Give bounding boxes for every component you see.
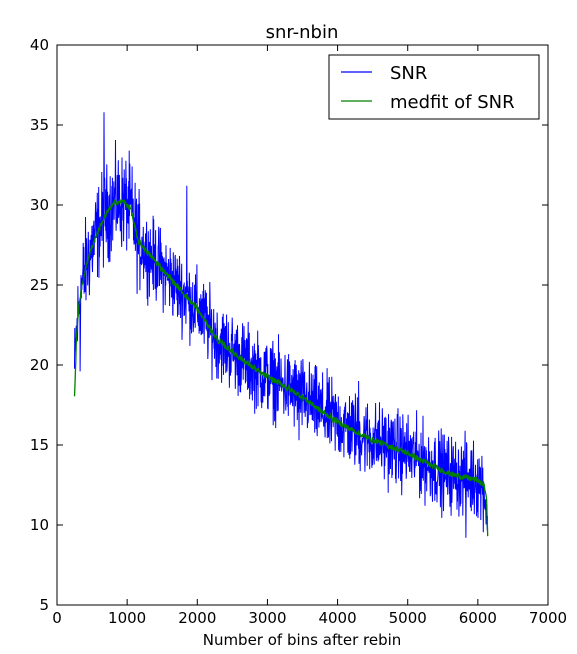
y-tick-label: 10 bbox=[30, 516, 49, 534]
x-axis-label: Number of bins after rebin bbox=[203, 631, 402, 649]
x-tick-label: 1000 bbox=[108, 609, 146, 627]
legend-label-medfit: medfit of SNR bbox=[390, 92, 515, 113]
axes-layer: 0 1000 2000 3000 4000 5000 6000 7000 5 10 15 20 25 30… bbox=[30, 36, 567, 627]
x-tick-label: 7000 bbox=[529, 609, 567, 627]
x-tick-label: 3000 bbox=[248, 609, 286, 627]
series-line-medfit bbox=[73, 198, 489, 537]
legend-label-snr: SNR bbox=[390, 63, 427, 84]
series-layer bbox=[73, 112, 489, 538]
y-tick-label: 5 bbox=[39, 596, 49, 614]
legend-box bbox=[328, 54, 540, 120]
legend: SNR medfit of SNR bbox=[328, 54, 540, 120]
y-tick-label: 15 bbox=[30, 436, 49, 454]
x-tick-label: 2000 bbox=[178, 609, 216, 627]
series-line-snr bbox=[74, 112, 488, 538]
y-tick-label: 35 bbox=[30, 116, 49, 134]
x-tick-label: 5000 bbox=[389, 609, 427, 627]
y-tick-label: 20 bbox=[30, 356, 49, 374]
y-tick-label: 25 bbox=[30, 276, 49, 294]
x-tick-label: 6000 bbox=[459, 609, 497, 627]
x-tick-label: 4000 bbox=[318, 609, 356, 627]
chart-title: snr-nbin bbox=[266, 22, 339, 43]
plot-frame bbox=[56, 44, 549, 606]
y-tick-label: 30 bbox=[30, 196, 49, 214]
y-tick-label: 40 bbox=[30, 36, 49, 54]
x-tick-label: 0 bbox=[52, 609, 62, 627]
